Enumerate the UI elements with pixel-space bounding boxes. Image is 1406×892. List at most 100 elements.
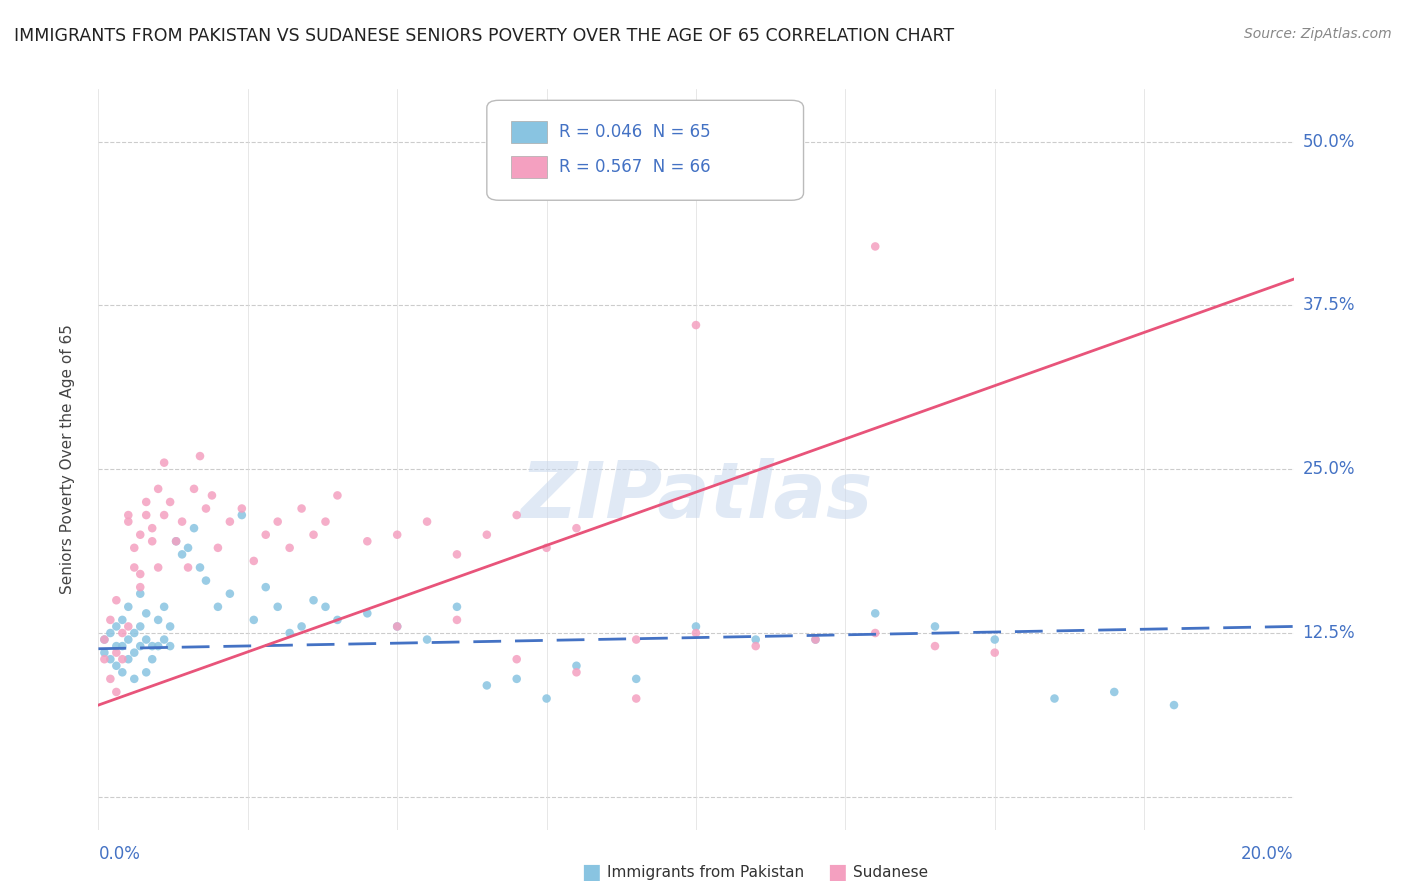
Point bbox=[141, 534, 163, 549]
Point bbox=[356, 607, 378, 621]
Point bbox=[219, 587, 242, 601]
Text: ■: ■ bbox=[581, 863, 600, 882]
Point bbox=[446, 548, 468, 562]
Point bbox=[159, 639, 181, 653]
Point bbox=[148, 482, 170, 496]
Point bbox=[254, 580, 277, 594]
Point bbox=[1163, 698, 1185, 712]
Point bbox=[416, 632, 439, 647]
Point bbox=[129, 567, 152, 582]
Point bbox=[278, 626, 301, 640]
Point bbox=[626, 691, 648, 706]
Point bbox=[267, 515, 290, 529]
Text: Sudanese: Sudanese bbox=[853, 865, 928, 880]
Text: 50.0%: 50.0% bbox=[1302, 133, 1355, 151]
Point bbox=[124, 672, 146, 686]
Point bbox=[231, 508, 253, 522]
Text: IMMIGRANTS FROM PAKISTAN VS SUDANESE SENIORS POVERTY OVER THE AGE OF 65 CORRELAT: IMMIGRANTS FROM PAKISTAN VS SUDANESE SEN… bbox=[14, 27, 955, 45]
Point bbox=[924, 639, 946, 653]
Point bbox=[984, 646, 1007, 660]
Point bbox=[536, 541, 558, 555]
Point bbox=[93, 646, 115, 660]
Point bbox=[254, 527, 277, 541]
Point bbox=[685, 318, 707, 332]
Text: 0.0%: 0.0% bbox=[98, 846, 141, 863]
Point bbox=[243, 554, 266, 568]
Point bbox=[565, 521, 588, 535]
Point bbox=[98, 652, 122, 666]
Point bbox=[183, 482, 205, 496]
Point bbox=[243, 613, 266, 627]
Point bbox=[183, 521, 205, 535]
Point bbox=[177, 560, 200, 574]
Point bbox=[153, 599, 176, 614]
Point bbox=[165, 534, 187, 549]
Point bbox=[984, 632, 1007, 647]
Point bbox=[124, 560, 146, 574]
Point bbox=[385, 619, 409, 633]
Point bbox=[506, 672, 529, 686]
Point bbox=[148, 613, 170, 627]
Point bbox=[148, 639, 170, 653]
Point bbox=[207, 541, 229, 555]
Text: Immigrants from Pakistan: Immigrants from Pakistan bbox=[607, 865, 804, 880]
Point bbox=[1104, 685, 1126, 699]
Point bbox=[105, 658, 128, 673]
Text: ■: ■ bbox=[827, 863, 846, 882]
Text: 25.0%: 25.0% bbox=[1302, 460, 1355, 478]
Point bbox=[129, 527, 152, 541]
Point bbox=[98, 613, 122, 627]
Point bbox=[124, 626, 146, 640]
Point bbox=[267, 599, 290, 614]
Point bbox=[117, 652, 139, 666]
Point bbox=[745, 632, 768, 647]
Point bbox=[195, 501, 218, 516]
Point bbox=[172, 548, 194, 562]
Point bbox=[148, 560, 170, 574]
Point bbox=[105, 593, 128, 607]
Point bbox=[172, 515, 194, 529]
Point bbox=[291, 501, 314, 516]
Point bbox=[111, 626, 134, 640]
Point bbox=[536, 691, 558, 706]
Point bbox=[188, 560, 211, 574]
Point bbox=[506, 508, 529, 522]
Point bbox=[195, 574, 218, 588]
Point bbox=[865, 626, 887, 640]
Text: R = 0.046  N = 65: R = 0.046 N = 65 bbox=[558, 123, 710, 141]
Point bbox=[105, 685, 128, 699]
Point bbox=[302, 527, 325, 541]
Point bbox=[124, 646, 146, 660]
Point bbox=[105, 646, 128, 660]
Bar bbox=[510, 121, 547, 144]
Point bbox=[385, 527, 409, 541]
Point bbox=[117, 599, 139, 614]
Point bbox=[475, 678, 498, 692]
Point bbox=[302, 593, 325, 607]
Point bbox=[117, 619, 139, 633]
Point bbox=[111, 639, 134, 653]
Point bbox=[565, 658, 588, 673]
Point bbox=[129, 587, 152, 601]
Point bbox=[416, 515, 439, 529]
Point bbox=[804, 632, 827, 647]
Point bbox=[315, 599, 337, 614]
Point bbox=[159, 619, 181, 633]
Point bbox=[626, 632, 648, 647]
Point bbox=[326, 488, 349, 502]
Point bbox=[141, 652, 163, 666]
Point bbox=[685, 626, 707, 640]
Point bbox=[135, 607, 157, 621]
Point bbox=[93, 652, 115, 666]
Point bbox=[745, 639, 768, 653]
FancyBboxPatch shape bbox=[486, 100, 804, 201]
Point bbox=[385, 619, 409, 633]
Point bbox=[219, 515, 242, 529]
Point bbox=[1043, 691, 1066, 706]
Text: R = 0.567  N = 66: R = 0.567 N = 66 bbox=[558, 158, 710, 176]
Point bbox=[105, 639, 128, 653]
Point bbox=[165, 534, 187, 549]
Text: 37.5%: 37.5% bbox=[1302, 296, 1355, 314]
Point bbox=[475, 527, 498, 541]
Point bbox=[201, 488, 224, 502]
